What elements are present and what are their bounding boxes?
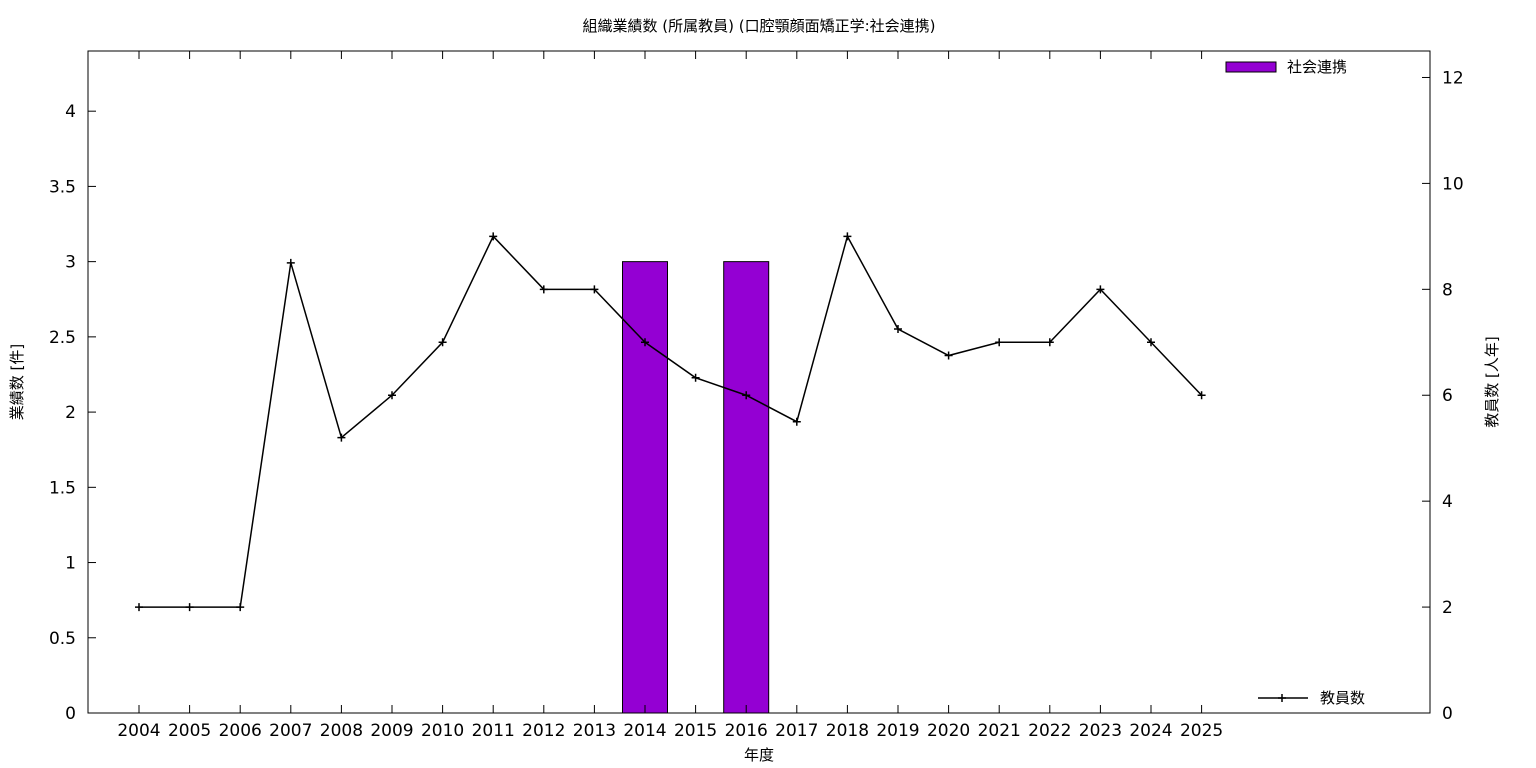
x-tick-label: 2021 [978,721,1021,741]
y-tick-label: 0 [65,704,76,724]
x-tick-label: 2010 [421,721,464,741]
legend-line: 教員数 [1258,689,1365,707]
line-point [286,258,295,267]
line-point [1045,338,1054,347]
y2-tick-label: 8 [1442,280,1453,300]
y2-tick-label: 12 [1442,68,1464,88]
x-tick-label: 2011 [472,721,515,741]
bar [622,261,668,714]
x-tick-label: 2025 [1180,721,1223,741]
y2-tick-label: 0 [1442,704,1453,724]
y-tick-label: 2 [65,403,76,423]
line-point [388,391,396,400]
legend-line-label: 教員数 [1320,689,1365,707]
x-tick-label: 2024 [1129,721,1172,741]
x-tick-label: 2004 [117,721,160,741]
line-point [135,603,143,612]
legend-line-marker [1278,694,1286,702]
line-point [438,338,447,347]
y2-tick-label: 2 [1442,598,1453,618]
line-series [135,232,1206,612]
line-point [995,338,1004,347]
line-point [1147,338,1155,347]
line-point [590,285,599,294]
y-axis-label: 業績数 [件] [8,344,26,420]
x-tick-label: 2007 [269,721,312,741]
line-point [185,603,194,612]
x-tick-label: 2008 [320,721,363,741]
x-tick-label: 2013 [573,721,616,741]
plot-frame [87,50,1431,714]
x-tick-label: 2018 [826,721,869,741]
line-point [489,232,498,241]
x-tick-label: 2012 [522,721,565,741]
line-point [944,351,953,360]
line-point [742,391,751,400]
line-point [236,603,245,612]
axis-ticks: 2004 2005 2006 2007 2008 2009 2010 2011 2012 2013… [49,51,1464,741]
y2-tick-label: 6 [1442,386,1453,406]
y-tick-label: 0.5 [49,629,76,649]
x-tick-label: 2014 [623,721,666,741]
x-tick-label: 2015 [674,721,717,741]
x-axis-label: 年度 [744,746,774,764]
line-point [539,285,548,294]
line-point [337,433,346,442]
y2-tick-label: 4 [1442,492,1453,512]
line-point [792,417,801,426]
line-point [641,338,649,347]
legend-bar: 社会連携 [1225,58,1347,76]
y-tick-label: 2.5 [49,328,76,348]
line-point [1197,391,1206,400]
y-tick-label: 3.5 [49,177,76,197]
chart-title: 組織業績数 (所属教員) (口腔顎顔面矯正学:社会連携) [582,17,935,35]
y-tick-label: 1 [65,554,76,574]
line-point [691,373,700,382]
x-tick-label: 2022 [1028,721,1071,741]
line-point [894,325,902,334]
legend-bar-label: 社会連携 [1287,58,1347,76]
y2-tick-label: 10 [1442,174,1464,194]
y2-axis-label: 教員数 [人年] [1483,336,1501,427]
series-line [139,234,1203,608]
x-tick-label: 2019 [876,721,919,741]
line-point [1096,285,1105,294]
x-tick-label: 2017 [775,721,818,741]
y-tick-label: 1.5 [49,478,76,498]
line-point [843,232,852,241]
y-tick-label: 3 [65,253,76,273]
x-tick-label: 2009 [370,721,413,741]
x-tick-label: 2023 [1079,721,1122,741]
x-tick-label: 2006 [219,721,262,741]
x-tick-label: 2016 [725,721,768,741]
x-tick-label: 2005 [168,721,211,741]
bar-series [622,261,770,714]
y-tick-label: 4 [65,102,76,122]
legend-bar-swatch [1225,61,1277,73]
x-tick-label: 2020 [927,721,970,741]
bar [723,261,770,714]
